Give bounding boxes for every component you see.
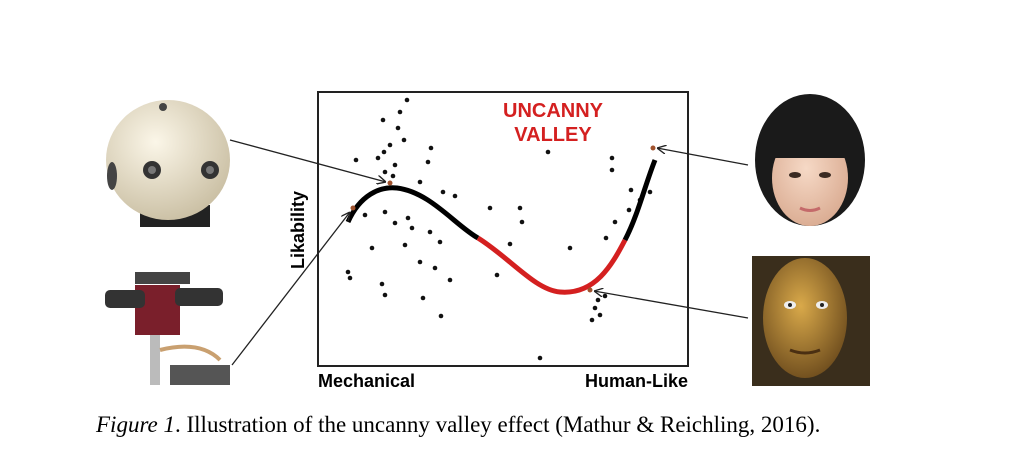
android-face-image — [755, 94, 865, 226]
x-axis-label: Human-Like — [585, 371, 688, 391]
robot-camera-image — [105, 272, 230, 385]
curve-valley — [476, 235, 628, 295]
annotation: UNCANNY — [503, 100, 604, 122]
x-axis-label: Mechanical — [318, 371, 415, 391]
arrows — [229, 139, 749, 366]
annotation: VALLEY — [514, 124, 592, 146]
curve-left — [345, 185, 480, 241]
highlight-dots — [350, 145, 656, 293]
robot-head-image — [106, 100, 230, 227]
y-axis-label: Likability — [288, 191, 308, 269]
caption: Figure 1. Illustration of the uncanny va… — [95, 412, 820, 437]
caption-text: . Illustration of the uncanny valley eff… — [175, 412, 820, 437]
scatter-dots — [345, 97, 653, 361]
caption-label: Figure 1 — [95, 412, 175, 437]
curve-right — [622, 159, 658, 242]
plot-frame — [317, 91, 689, 367]
sculpted-face-image — [752, 256, 870, 386]
